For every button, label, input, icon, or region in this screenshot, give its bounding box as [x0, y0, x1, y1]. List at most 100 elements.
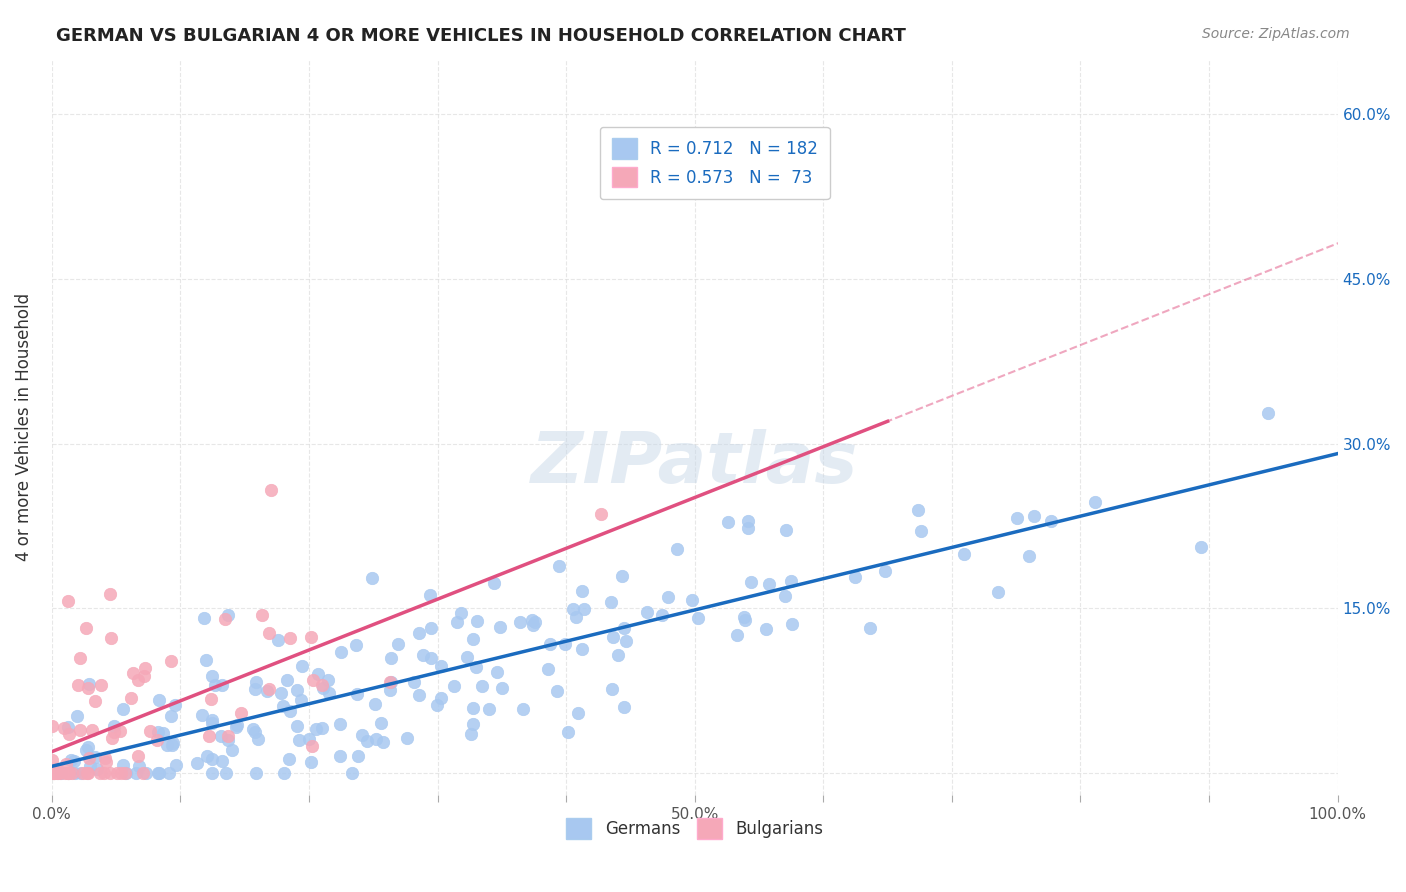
Bulgarians	[58, 765, 80, 780]
Germans	[77, 677, 100, 691]
Germans	[115, 765, 138, 780]
Germans	[146, 765, 169, 780]
Germans	[225, 717, 247, 731]
Germans	[524, 615, 547, 629]
Germans	[49, 765, 72, 780]
Germans	[148, 765, 170, 780]
Germans	[465, 659, 488, 673]
Bulgarians	[260, 483, 283, 497]
Germans	[270, 686, 292, 700]
Bulgarians	[105, 765, 128, 780]
Germans	[201, 714, 224, 728]
Germans	[1189, 540, 1212, 554]
Germans	[522, 618, 544, 632]
Germans	[600, 681, 623, 696]
Germans	[209, 729, 232, 743]
Germans	[329, 717, 352, 731]
Germans	[186, 756, 208, 770]
Germans	[561, 601, 583, 615]
Germans	[571, 641, 593, 656]
Germans	[285, 682, 308, 697]
Germans	[613, 700, 636, 714]
Bulgarians	[42, 765, 65, 780]
Germans	[636, 605, 658, 619]
Bulgarians	[131, 765, 153, 780]
Bulgarians	[146, 733, 169, 747]
Germans	[217, 732, 239, 747]
Bulgarians	[299, 630, 322, 644]
Germans	[195, 653, 218, 667]
Germans	[538, 637, 561, 651]
Germans	[1018, 549, 1040, 563]
Germans	[859, 621, 882, 635]
Germans	[370, 715, 392, 730]
Text: Source: ZipAtlas.com: Source: ZipAtlas.com	[1202, 27, 1350, 41]
Bulgarians	[69, 723, 91, 737]
Germans	[157, 765, 180, 780]
Germans	[1039, 514, 1062, 528]
Germans	[419, 621, 441, 635]
Bulgarians	[110, 765, 132, 780]
Bulgarians	[84, 694, 107, 708]
Germans	[614, 633, 637, 648]
Germans	[364, 697, 387, 711]
Germans	[62, 754, 84, 768]
Germans	[1022, 508, 1045, 523]
Bulgarians	[89, 765, 111, 780]
Germans	[371, 734, 394, 748]
Bulgarians	[378, 674, 401, 689]
Text: ZIPatlas: ZIPatlas	[531, 429, 859, 499]
Germans	[478, 702, 501, 716]
Germans	[509, 615, 531, 629]
Germans	[456, 649, 478, 664]
Germans	[291, 658, 314, 673]
Germans	[666, 542, 689, 557]
Germans	[350, 728, 373, 742]
Germans	[780, 574, 803, 588]
Germans	[75, 742, 97, 756]
Germans	[412, 648, 434, 662]
Germans	[124, 765, 146, 780]
Germans	[146, 725, 169, 739]
Germans	[380, 675, 402, 690]
Germans	[572, 602, 595, 616]
Bulgarians	[58, 765, 80, 780]
Germans	[758, 577, 780, 591]
Germans	[725, 628, 748, 642]
Bulgarians	[98, 765, 121, 780]
Germans	[520, 613, 543, 627]
Germans	[225, 720, 247, 734]
Germans	[567, 706, 589, 720]
Germans	[84, 749, 107, 764]
Germans	[875, 564, 897, 578]
Germans	[271, 698, 294, 713]
Germans	[245, 765, 267, 780]
Bulgarians	[42, 765, 65, 780]
Germans	[243, 682, 266, 697]
Bulgarians	[589, 507, 612, 521]
Germans	[273, 765, 295, 780]
Germans	[602, 630, 624, 644]
Germans	[910, 524, 932, 539]
Germans	[548, 558, 571, 573]
Bulgarians	[90, 678, 112, 692]
Bulgarians	[100, 632, 122, 646]
Bulgarians	[42, 765, 65, 780]
Germans	[716, 515, 738, 529]
Bulgarians	[94, 755, 117, 769]
Bulgarians	[42, 765, 65, 780]
Germans	[148, 693, 170, 707]
Germans	[443, 679, 465, 693]
Germans	[112, 758, 135, 772]
Germans	[380, 651, 402, 665]
Germans	[307, 667, 329, 681]
Germans	[245, 674, 267, 689]
Bulgarians	[250, 607, 273, 622]
Bulgarians	[55, 756, 77, 771]
Bulgarians	[217, 729, 239, 743]
Germans	[471, 679, 494, 693]
Germans	[554, 637, 576, 651]
Germans	[305, 722, 328, 736]
Bulgarians	[58, 727, 80, 741]
Germans	[221, 743, 243, 757]
